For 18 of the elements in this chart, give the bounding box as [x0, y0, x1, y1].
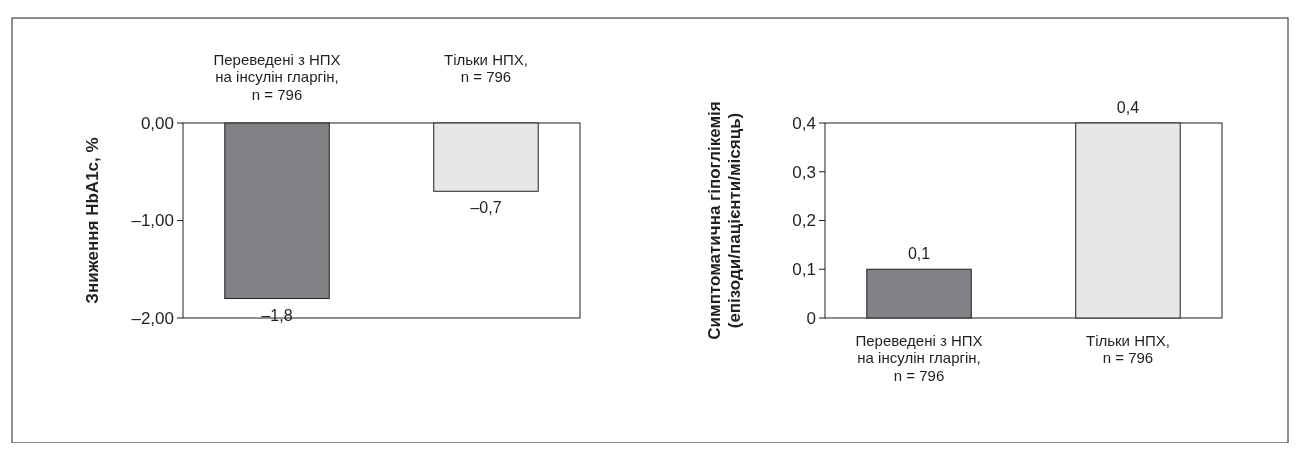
- y-axis-title: Симптоматична гіпоглікемія (епізоди/пацієнти/місяць): [705, 101, 744, 340]
- y-tick-label: –2,00: [131, 308, 174, 328]
- data-label: –0,7: [470, 199, 502, 217]
- x-tick-label: Переведені з НПХ на інсулін гларгін, n = 796: [855, 332, 983, 384]
- x-tick-label: Тільки НПХ, n = 796: [443, 51, 528, 86]
- y-tick-label: 0: [806, 308, 816, 328]
- y-tick-label: 0,3: [792, 162, 816, 182]
- y-tick-label: –1,00: [131, 211, 174, 231]
- data-label: 0,1: [907, 245, 931, 263]
- y-tick-label: 0,2: [792, 211, 816, 231]
- y-axis-title: Зниження HbA1c, %: [83, 137, 102, 304]
- y-tick-label: 0,00: [140, 113, 174, 133]
- data-label: 0,4: [1116, 99, 1140, 116]
- y-tick-label: 0,4: [792, 113, 816, 133]
- x-tick-label: Тільки НПХ, n = 796: [1085, 332, 1170, 367]
- data-label: –1,8: [261, 306, 293, 324]
- y-tick-label: 0,1: [792, 260, 816, 280]
- x-tick-label: Переведені з НПХ на інсулін гларгін, n = 796: [213, 51, 341, 103]
